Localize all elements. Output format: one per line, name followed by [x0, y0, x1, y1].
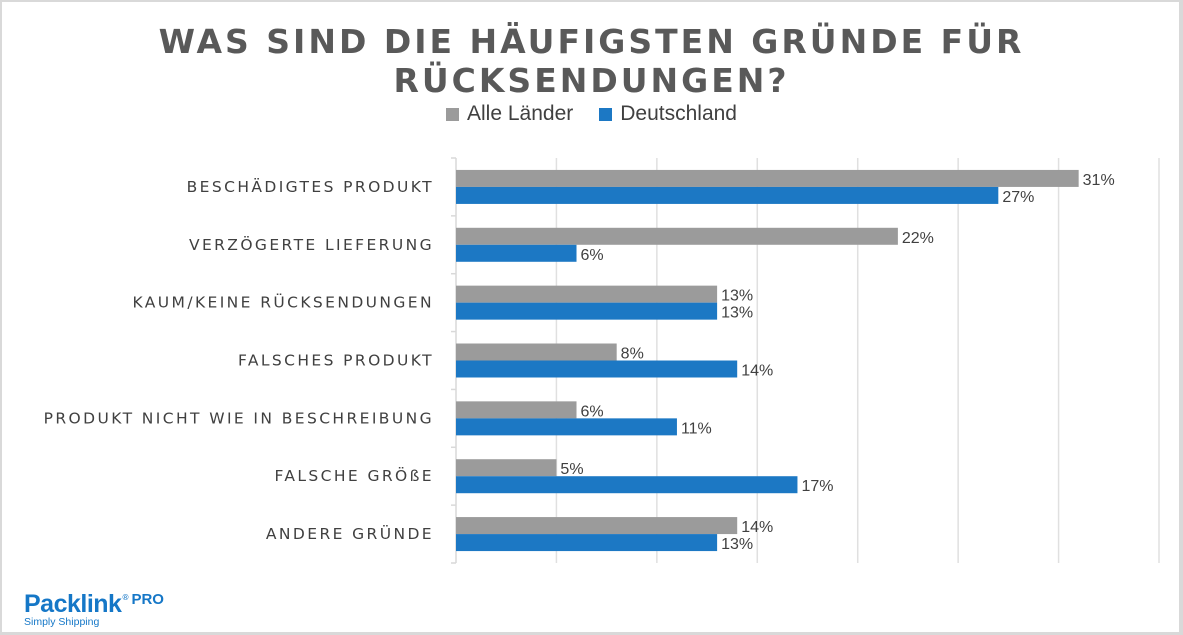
bar-alle-laender	[456, 517, 738, 535]
packlink-logo: Packlink® PRO Simply Shipping	[24, 590, 164, 628]
data-label: 14%	[741, 363, 773, 380]
category-label: KAUM/KEINE RÜCKSENDUNGEN	[133, 293, 434, 312]
data-label: 11%	[681, 420, 712, 437]
data-label: 13%	[721, 288, 753, 305]
bar-alle-laender	[456, 227, 898, 245]
data-label: 5%	[560, 461, 583, 478]
bar-alle-laender	[456, 285, 718, 303]
chart-title: WAS SIND DIE HÄUFIGSTEN GRÜNDE FÜR RÜCKS…	[158, 22, 1025, 100]
legend-item-alle-laender: Alle Länder	[446, 102, 573, 126]
legend-swatch-alle-laender	[446, 107, 459, 121]
legend-swatch-deutschland	[599, 107, 613, 121]
data-label: 22%	[902, 230, 934, 247]
data-label: 6%	[581, 403, 604, 420]
data-label: 17%	[801, 478, 833, 495]
bar-deutschland	[456, 476, 798, 494]
legend-label-alle-laender: Alle Länder	[467, 102, 574, 125]
legend: Alle Länder Deutschland	[0, 102, 1183, 126]
bar-alle-laender	[456, 169, 1079, 187]
bar-alle-laender	[456, 343, 617, 361]
category-label: VERZÖGERTE LIEFERUNG	[189, 235, 434, 254]
bar-deutschland	[456, 302, 718, 320]
data-label: 8%	[621, 346, 644, 363]
bar-deutschland	[456, 418, 677, 436]
data-label: 13%	[721, 536, 753, 553]
category-label: ANDERE GRÜNDE	[266, 524, 434, 543]
logo-pro-badge: PRO	[131, 591, 164, 608]
bar-alle-laender	[456, 401, 577, 419]
data-label: 14%	[741, 519, 773, 536]
category-label: BESCHÄDIGTES PRODUKT	[187, 177, 434, 196]
category-labels: BESCHÄDIGTES PRODUKT VERZÖGERTE LIEFERUNG…	[44, 177, 434, 543]
category-label: FALSCHES PRODUKT	[238, 352, 434, 370]
legend-label-deutschland: Deutschland	[620, 102, 737, 125]
data-label: 6%	[581, 247, 604, 264]
bar-deutschland	[456, 244, 577, 262]
bar-deutschland	[456, 186, 999, 204]
category-label: PRODUKT NICHT WIE IN BESCHREIBUNG	[44, 409, 434, 427]
legend-item-deutschland: Deutschland	[599, 102, 737, 126]
logo-registered-mark: ®	[121, 593, 130, 602]
bar-alle-laender	[456, 459, 557, 477]
data-label: 27%	[1002, 189, 1034, 206]
logo-wordmark: Packlink	[24, 590, 122, 618]
category-label: FALSCHE GRÖßE	[274, 466, 434, 485]
bar-deutschland	[456, 360, 738, 378]
value-labels: 31%27%22%6%13%13%8%14%6%11%5%17%14%13%	[560, 172, 1114, 553]
bars	[456, 169, 1079, 552]
data-label: 31%	[1083, 172, 1115, 189]
data-label: 13%	[721, 305, 753, 322]
bar-deutschland	[456, 534, 718, 552]
logo-tagline: Simply Shipping	[24, 616, 100, 628]
